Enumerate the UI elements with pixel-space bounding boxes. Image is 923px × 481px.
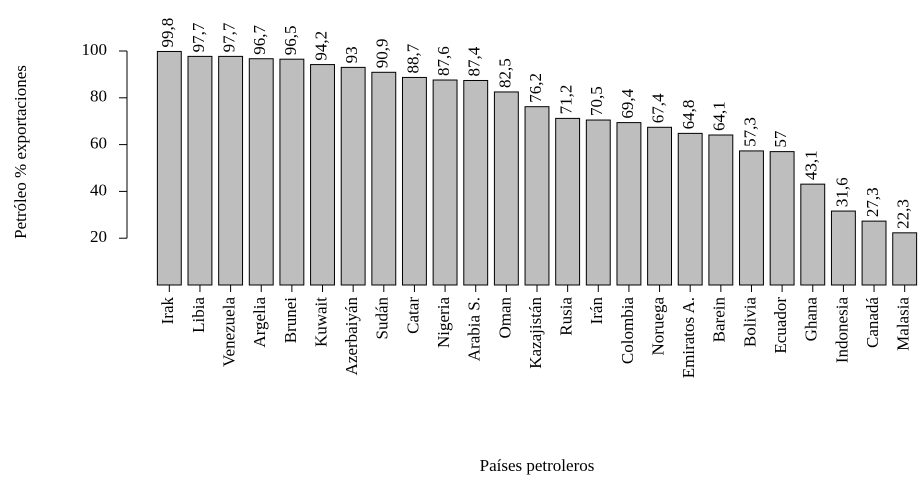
x-tick-label: Ghana <box>802 297 821 342</box>
x-tick-label: Irán <box>587 297 606 325</box>
bar <box>371 71 397 286</box>
value-label: 87,6 <box>434 46 453 76</box>
y-tick-label: 100 <box>82 40 108 59</box>
x-tick-label: Noruega <box>648 297 667 356</box>
bar <box>310 64 335 286</box>
bar <box>555 117 581 286</box>
bar <box>647 126 673 286</box>
value-label: 43,1 <box>802 150 821 180</box>
y-tick-label: 60 <box>90 134 107 153</box>
y-tick-label: 40 <box>90 180 107 199</box>
x-tick-label: Malasia <box>894 297 913 351</box>
bar <box>187 55 213 286</box>
bar <box>616 122 642 286</box>
value-label: 22,3 <box>894 199 913 229</box>
x-tick-label: Brunei <box>281 297 300 344</box>
bar <box>892 232 918 286</box>
bar <box>156 50 182 286</box>
x-tick-label: Barein <box>710 297 729 343</box>
x-tick-label: Kazajistán <box>526 297 545 369</box>
bar <box>279 58 305 286</box>
y-axis-label: Petróleo % exportaciones <box>11 65 30 239</box>
bar <box>861 220 887 286</box>
x-tick-label: Azerbaiyán <box>342 297 361 376</box>
value-label: 70,5 <box>587 86 606 116</box>
value-label: 67,4 <box>648 93 667 123</box>
bar <box>739 150 764 286</box>
bar <box>340 66 366 286</box>
value-label: 97,7 <box>189 22 208 52</box>
x-tick-label: Catar <box>403 297 422 334</box>
x-axis-label: Países petroleros <box>480 456 595 475</box>
bar <box>800 183 826 286</box>
x-tick-label: Arabia S. <box>465 297 484 361</box>
bar <box>524 106 550 286</box>
value-label: 96,7 <box>250 24 269 54</box>
x-tick-label: Sudán <box>373 297 392 340</box>
x-tick-label: Emiratos A. <box>679 297 698 378</box>
value-label: 71,2 <box>557 85 576 115</box>
bar <box>677 132 703 286</box>
x-tick-label: Kuwait <box>311 297 330 347</box>
value-label: 57 <box>771 130 790 148</box>
x-tick-label: Nigeria <box>434 297 453 348</box>
value-label: 64,1 <box>710 101 729 131</box>
x-tick-label: Bolivia <box>740 297 759 348</box>
bar <box>218 55 244 286</box>
value-label: 90,9 <box>373 39 392 69</box>
value-label: 94,2 <box>311 31 330 61</box>
x-tick-label: Libia <box>189 297 208 333</box>
y-tick-label: 80 <box>90 87 107 106</box>
value-label: 93 <box>342 46 361 63</box>
value-label: 27,3 <box>863 187 882 217</box>
value-label: 96,5 <box>281 25 300 55</box>
value-label: 57,3 <box>740 117 759 147</box>
value-label: 97,7 <box>220 22 239 52</box>
bar <box>432 79 458 286</box>
value-label: 64,8 <box>679 100 698 130</box>
bar <box>830 210 856 286</box>
x-tick-label: Ecuador <box>771 297 790 354</box>
bar <box>248 58 274 286</box>
x-tick-label: Oman <box>495 297 514 339</box>
bar <box>708 134 734 286</box>
x-tick-label: Colombia <box>618 297 637 365</box>
value-label: 76,2 <box>526 73 545 103</box>
value-label: 31,6 <box>832 177 851 207</box>
x-tick-label: Indonesia <box>832 297 851 364</box>
value-label: 88,7 <box>403 43 422 73</box>
x-tick-label: Irak <box>158 297 177 325</box>
x-tick-label: Rusia <box>557 297 576 336</box>
x-tick-label: Venezuela <box>220 297 239 367</box>
bar <box>493 91 519 286</box>
value-label: 87,4 <box>465 46 484 76</box>
y-tick-label: 20 <box>90 227 107 246</box>
bar <box>769 151 795 286</box>
bar <box>401 76 427 286</box>
x-tick-label: Canadá <box>863 297 882 348</box>
value-label: 82,5 <box>495 58 514 88</box>
value-label: 69,4 <box>618 88 637 118</box>
bar <box>463 79 489 286</box>
bar <box>585 119 611 286</box>
value-label: 99,8 <box>158 18 177 48</box>
x-tick-label: Argelia <box>250 297 269 348</box>
